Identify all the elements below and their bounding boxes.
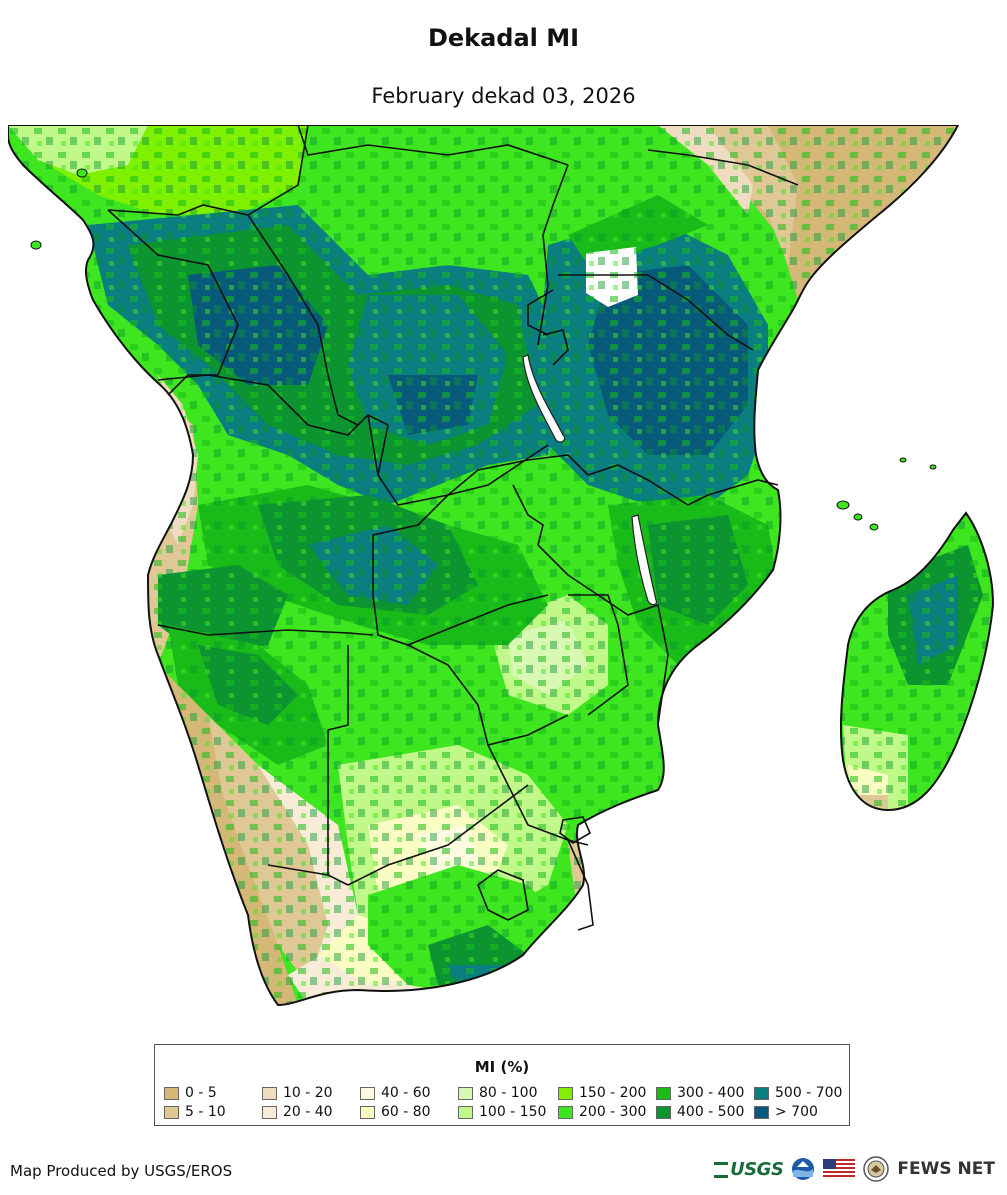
- legend-label: 80 - 100: [479, 1085, 538, 1101]
- islands: [30, 168, 937, 531]
- legend-label: 0 - 5: [185, 1085, 217, 1101]
- partner-logos: USGS FEWS NET: [714, 1156, 995, 1182]
- legend-swatch: [458, 1105, 473, 1119]
- map-title: Dekadal MI: [427, 24, 580, 52]
- legend-item: 100 - 150: [458, 1104, 546, 1120]
- legend-swatch: [754, 1105, 769, 1119]
- us-flag-icon: [823, 1159, 856, 1179]
- legend-item: 5 - 10: [164, 1104, 226, 1120]
- legend-label: 20 - 40: [283, 1104, 333, 1120]
- legend-title: MI (%): [474, 1058, 530, 1076]
- legend-label: 400 - 500: [677, 1104, 745, 1120]
- fews-net-logo: FEWS NET: [897, 1159, 995, 1179]
- legend-label: 200 - 300: [579, 1104, 647, 1120]
- legend-item: 20 - 40: [262, 1104, 333, 1120]
- legend-swatch: [754, 1086, 769, 1100]
- legend-label: 40 - 60: [381, 1085, 431, 1101]
- noaa-logo-icon: [792, 1158, 815, 1180]
- legend-label: 5 - 10: [185, 1104, 226, 1120]
- legend-item: 300 - 400: [656, 1085, 744, 1101]
- legend-swatch: [558, 1086, 573, 1100]
- legend-swatch: [360, 1086, 375, 1100]
- legend-item: > 700: [754, 1104, 818, 1120]
- usgs-logo: USGS: [714, 1159, 784, 1180]
- usgs-wave-icon: [714, 1161, 729, 1178]
- legend-label: 60 - 80: [381, 1104, 431, 1120]
- map-subtitle: February dekad 03, 2026: [371, 84, 636, 108]
- legend-item: 400 - 500: [656, 1104, 744, 1120]
- legend-label: 10 - 20: [283, 1085, 333, 1101]
- legend-item: 500 - 700: [754, 1085, 842, 1101]
- legend-swatch: [656, 1105, 671, 1119]
- legend-item: 40 - 60: [360, 1085, 431, 1101]
- legend-item: 10 - 20: [262, 1085, 333, 1101]
- legend-item: 200 - 300: [558, 1104, 646, 1120]
- legend-item: 0 - 5: [164, 1085, 217, 1101]
- lake-tanganyika: [522, 354, 566, 443]
- legend-label: 500 - 700: [775, 1085, 843, 1101]
- legend-swatch: [262, 1105, 277, 1119]
- legend-label: 100 - 150: [479, 1104, 547, 1120]
- madagascar-moisture: [840, 513, 993, 810]
- legend-swatch: [262, 1086, 277, 1100]
- legend-swatch: [360, 1105, 375, 1119]
- legend-swatch: [164, 1086, 179, 1100]
- legend: MI (%) 0 - 5 5 - 10 10 - 20 20 - 40 40 -…: [154, 1044, 850, 1126]
- legend-swatch: [656, 1086, 671, 1100]
- map-credit: Map Produced by USGS/EROS: [10, 1162, 233, 1180]
- legend-label: 150 - 200: [579, 1085, 647, 1101]
- legend-swatch: [164, 1105, 179, 1119]
- mainland-moisture: [8, 125, 958, 1005]
- legend-swatch: [558, 1105, 573, 1119]
- legend-swatch: [458, 1086, 473, 1100]
- lake-malawi: [631, 514, 657, 606]
- legend-item: 60 - 80: [360, 1104, 431, 1120]
- legend-label: > 700: [775, 1104, 818, 1120]
- legend-item: 80 - 100: [458, 1085, 538, 1101]
- mi-map: [8, 125, 994, 1006]
- legend-label: 300 - 400: [677, 1085, 745, 1101]
- state-dept-seal-icon: [863, 1156, 890, 1182]
- legend-item: 150 - 200: [558, 1085, 646, 1101]
- country-boundaries: [107, 125, 799, 931]
